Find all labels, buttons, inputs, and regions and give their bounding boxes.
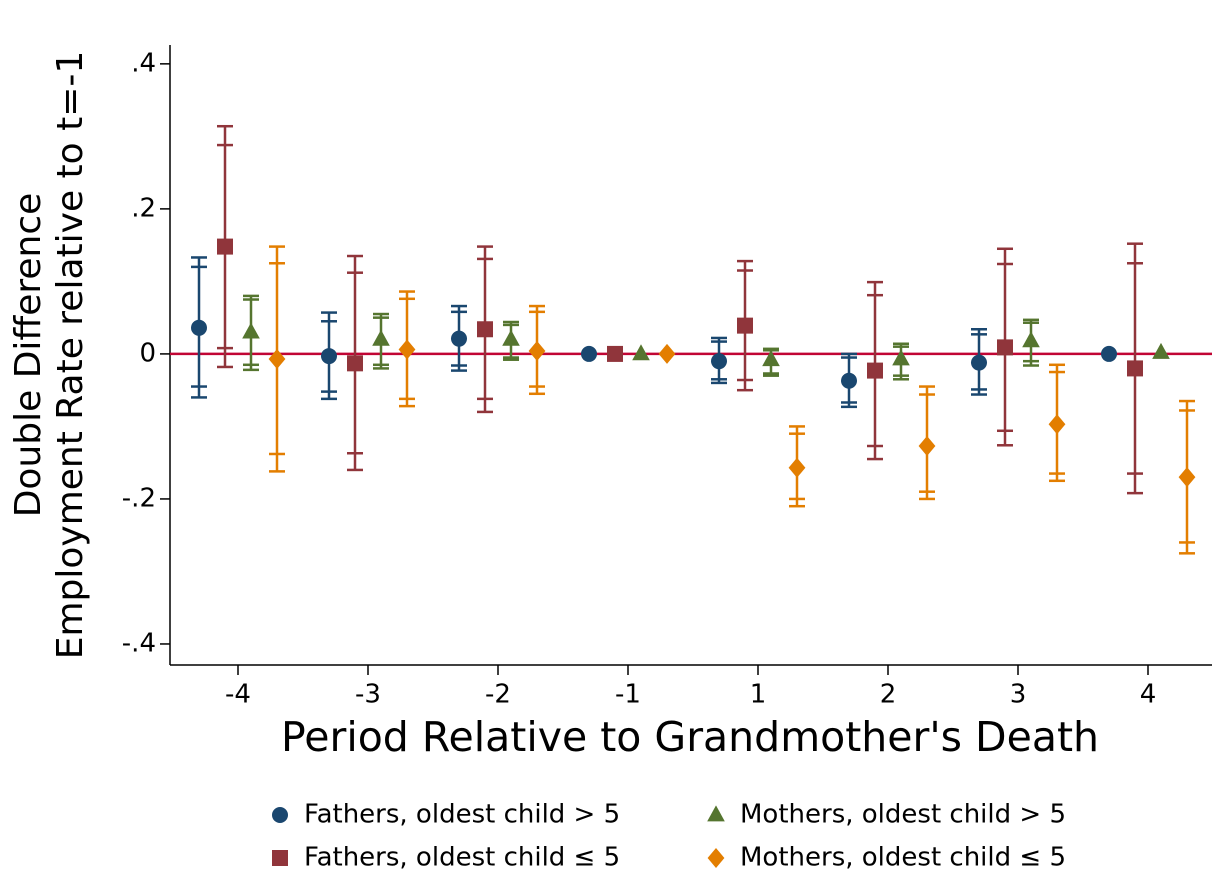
marker [321,348,337,365]
marker [892,349,910,366]
y-tick-label: -.4 [122,628,156,658]
marker [1022,331,1040,348]
x-tick-label: 2 [880,680,897,710]
marker [788,457,806,478]
x-tick-label: -1 [615,680,641,710]
legend-label: Fathers, oldest child ≤ 5 [304,843,620,873]
marker [658,343,676,364]
marker [1178,467,1196,488]
marker [268,348,286,369]
marker [867,362,883,379]
marker [1101,345,1117,362]
marker [217,238,233,255]
marker [581,345,597,362]
marker [347,355,363,372]
marker [191,319,207,336]
legend-marker [707,805,725,822]
marker [971,354,987,371]
legend-label: Mothers, oldest child > 5 [740,800,1066,830]
x-axis-label: Period Relative to Grandmother's Death [281,713,1099,761]
y-tick-label: .2 [131,193,156,223]
marker [1152,342,1170,359]
x-tick-label: 4 [1140,680,1157,710]
legend-label: Fathers, oldest child > 5 [304,800,620,830]
x-tick-label: -2 [485,680,511,710]
marker [1127,360,1143,377]
legend-marker [272,807,288,823]
legend-marker [272,850,288,866]
x-tick-label: -4 [225,680,251,710]
marker [711,353,727,370]
y-tick-label: 0 [139,338,156,368]
marker [502,329,520,346]
marker [607,345,623,362]
marker [762,350,780,367]
marker [918,436,936,457]
legend-marker [707,848,725,868]
marker [841,372,857,389]
x-tick-label: 1 [750,680,767,710]
y-axis-label: Double Difference [8,193,49,518]
marker [1048,414,1066,435]
marker [737,317,753,334]
marker [398,339,416,360]
y-tick-label: .4 [131,48,156,78]
marker [451,330,467,347]
legend-label: Mothers, oldest child ≤ 5 [740,843,1066,873]
marker [477,321,493,338]
marker [632,344,650,361]
y-tick-label: -.2 [122,483,156,513]
marker [372,329,390,346]
marker [242,322,260,339]
y-axis-label: Employment Rate relative to t=-1 [50,51,91,660]
x-tick-label: 3 [1010,680,1027,710]
marker [997,339,1013,356]
marker [528,341,546,362]
x-tick-label: -3 [355,680,381,710]
